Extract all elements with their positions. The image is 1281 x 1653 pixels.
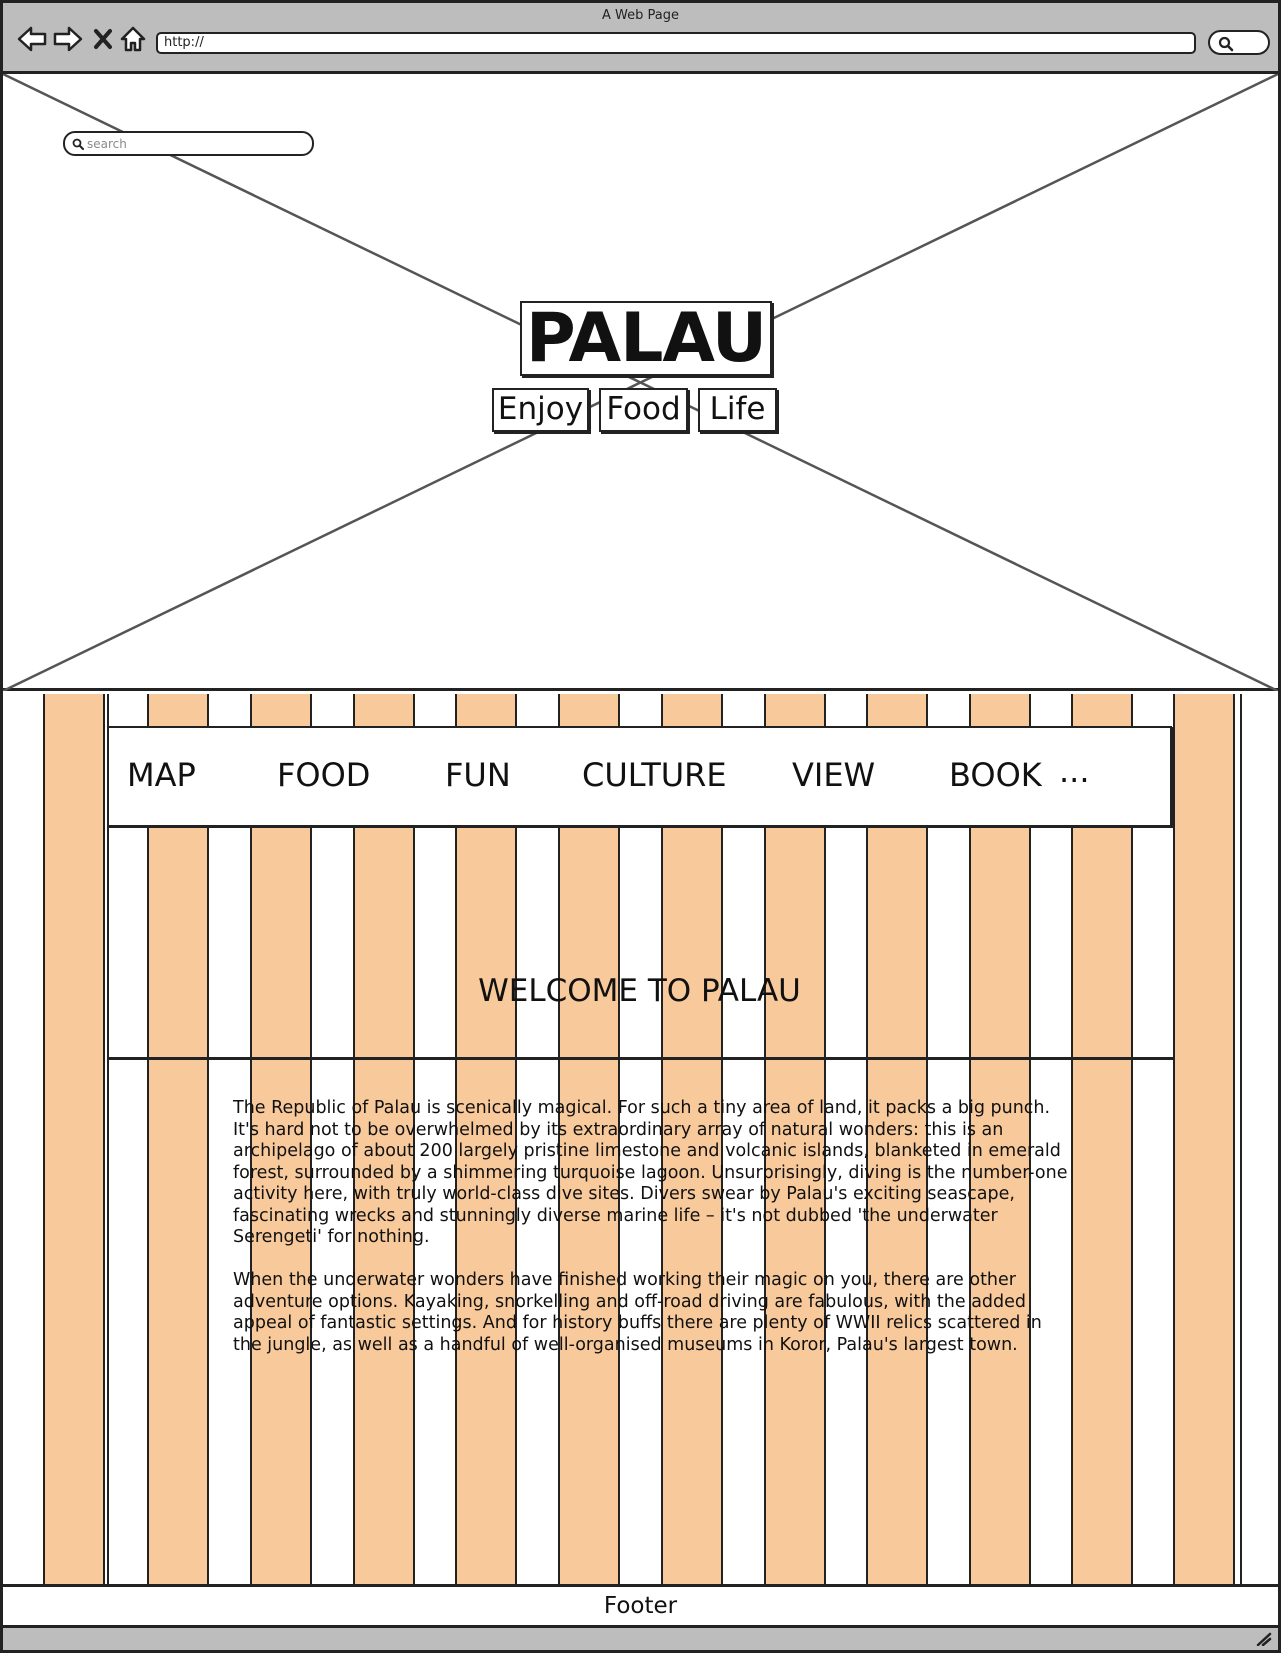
nav-item-book[interactable]: BOOK: [949, 756, 1042, 794]
close-icon[interactable]: [93, 28, 113, 50]
divider: [107, 1057, 1173, 1060]
browser-chrome: A Web Page http://: [3, 3, 1278, 74]
window-title: A Web Page: [602, 8, 679, 23]
page-title: WELCOME TO PALAU: [478, 973, 801, 1009]
nav-item-map[interactable]: MAP: [127, 756, 196, 794]
status-bar: [3, 1628, 1278, 1650]
main-content: MAP FOOD FUN CULTURE VIEW BOOK ... WELCO…: [3, 694, 1278, 1587]
grid-column: [353, 694, 415, 1584]
browser-search-button[interactable]: [1208, 30, 1270, 55]
search-icon: [72, 138, 84, 150]
grid-line: [107, 694, 109, 1584]
home-icon[interactable]: [119, 25, 147, 53]
grid-line: [1240, 694, 1242, 1584]
nav-item-fun[interactable]: FUN: [445, 756, 511, 794]
back-arrow-icon[interactable]: [17, 25, 47, 53]
grid-column: [1173, 694, 1235, 1584]
grid-column: [969, 694, 1031, 1584]
hero-image-placeholder: PALAU Enjoy Food Life: [3, 74, 1278, 691]
search-icon: [1218, 36, 1234, 52]
forward-arrow-icon[interactable]: [53, 25, 83, 53]
image-placeholder-cross: [3, 74, 1278, 691]
grid-column: [764, 694, 826, 1584]
nav-item-more[interactable]: ...: [1059, 752, 1090, 790]
grid-column: [558, 694, 620, 1584]
resize-grip-icon[interactable]: [1256, 1632, 1272, 1646]
grid-column: [866, 694, 928, 1584]
article-paragraph: When the underwater wonders have finishe…: [233, 1270, 1042, 1355]
nav-item-view[interactable]: VIEW: [792, 756, 876, 794]
grid-column: [455, 694, 517, 1584]
tagline-food: Food: [599, 388, 688, 432]
grid-column: [147, 694, 209, 1584]
main-navigation: MAP FOOD FUN CULTURE VIEW BOOK ...: [107, 726, 1172, 827]
site-title: PALAU: [520, 301, 772, 376]
grid-column: [1071, 694, 1133, 1584]
tagline-enjoy: Enjoy: [492, 388, 589, 432]
nav-item-food[interactable]: FOOD: [277, 756, 371, 794]
article-paragraph: The Republic of Palau is scenically magi…: [233, 1098, 1068, 1247]
tagline-life: Life: [698, 388, 777, 432]
search-input[interactable]: [87, 134, 307, 153]
grid-column: [43, 694, 105, 1584]
grid-column: [661, 694, 723, 1584]
footer-label: Footer: [603, 1593, 678, 1619]
grid-column: [250, 694, 312, 1584]
nav-item-culture[interactable]: CULTURE: [582, 756, 727, 794]
site-search[interactable]: [63, 131, 314, 156]
url-field[interactable]: http://: [156, 32, 1196, 54]
footer: Footer: [3, 1587, 1278, 1628]
article-body: The Republic of Palau is scenically magi…: [233, 1098, 1068, 1356]
